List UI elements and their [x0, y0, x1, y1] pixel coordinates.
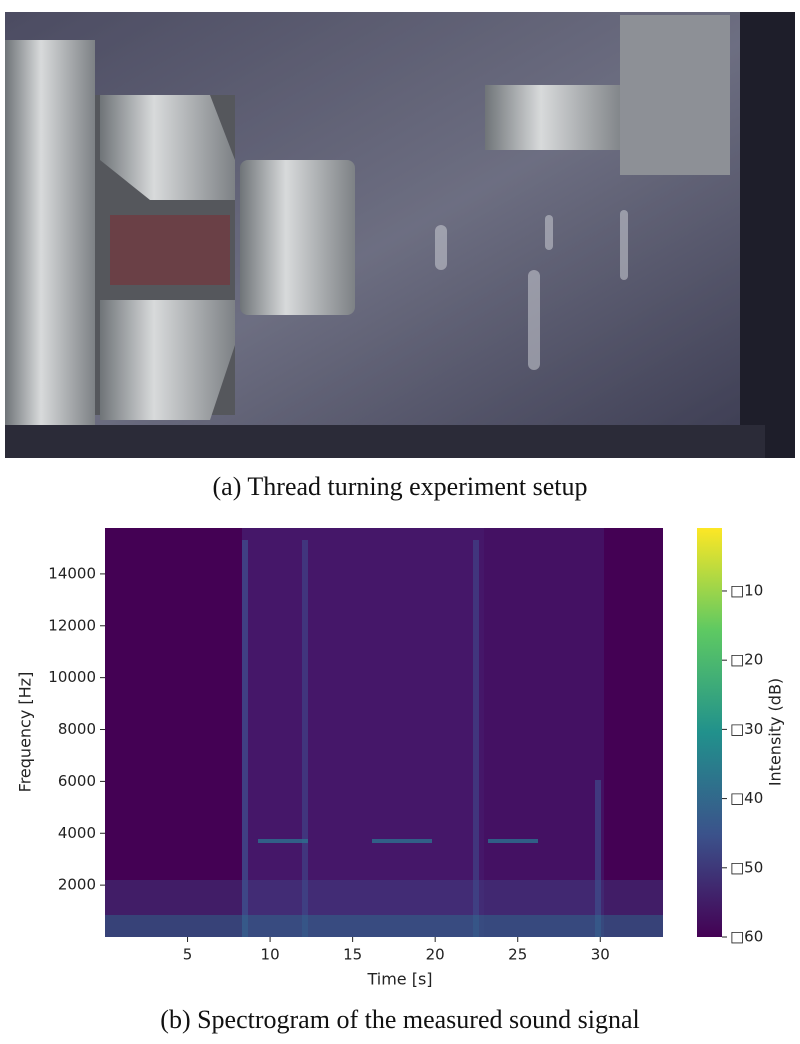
x-tick-label: 15	[343, 946, 362, 964]
colorbar-tick-label: □40	[730, 789, 763, 807]
x-tick-label: 5	[183, 946, 193, 964]
y-tick-label: 4000	[58, 824, 96, 842]
x-tick-label: 30	[591, 946, 610, 964]
x-tick-label: 10	[261, 946, 280, 964]
y-tick-label: 10000	[48, 668, 96, 686]
colorbar-tick-label: □50	[730, 858, 763, 876]
photo	[5, 12, 795, 458]
colorbar-tick-label: □60	[730, 928, 763, 946]
y-axis-label: Frequency [Hz]	[16, 672, 35, 793]
colorbar	[697, 528, 722, 937]
colorbar-tick-label: □20	[730, 651, 763, 669]
colorbar-tick-label: □30	[730, 720, 763, 738]
spectrogram-image	[105, 528, 663, 937]
x-axis-label: Time [s]	[366, 970, 432, 989]
y-tick-label: 8000	[58, 720, 96, 738]
y-tick-label: 2000	[58, 876, 96, 894]
x-tick-label: 20	[426, 946, 445, 964]
caption: (a) Thread turning experiment setup	[213, 472, 588, 501]
y-tick-label: 12000	[48, 616, 96, 634]
colorbar-tick-label: □10	[730, 581, 763, 599]
colorbar-label: Intensity (dB)	[766, 678, 785, 786]
y-tick-label: 6000	[58, 772, 96, 790]
x-tick-label: 25	[508, 946, 527, 964]
caption: (b) Spectrogram of the measured sound si…	[160, 1005, 639, 1034]
y-tick-label: 14000	[48, 564, 96, 582]
